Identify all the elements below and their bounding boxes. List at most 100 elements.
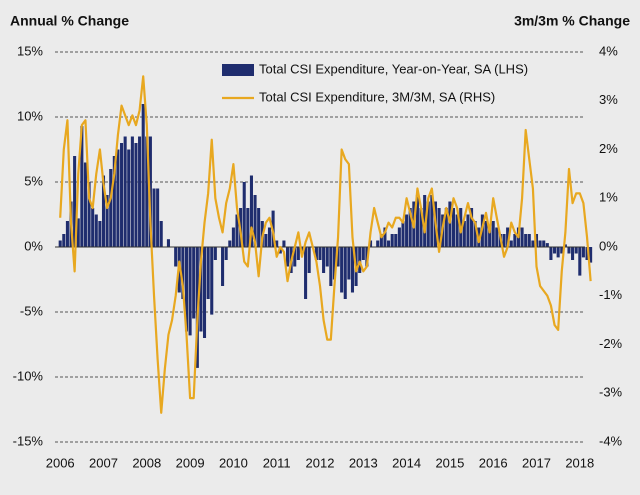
- bar: [513, 234, 517, 247]
- y2-tick-label: 0%: [599, 238, 618, 253]
- y-tick-label: -15%: [13, 433, 44, 448]
- bar: [506, 227, 510, 247]
- bar: [246, 208, 250, 247]
- bar: [455, 214, 459, 247]
- bar: [571, 247, 575, 260]
- bar: [325, 247, 329, 267]
- bar: [332, 247, 336, 280]
- bar: [138, 136, 142, 247]
- y2-tick-label: 4%: [599, 43, 618, 58]
- bar: [112, 156, 116, 247]
- bar: [574, 247, 578, 254]
- bar: [184, 247, 189, 332]
- bar: [556, 247, 560, 258]
- bar: [437, 208, 441, 247]
- bar: [130, 136, 134, 247]
- bar: [213, 247, 217, 260]
- x-tick-label: 2010: [219, 455, 248, 470]
- bar: [560, 247, 564, 254]
- bar: [145, 136, 149, 247]
- bar: [553, 247, 557, 254]
- bar: [123, 136, 127, 247]
- bar: [202, 247, 207, 338]
- y-tick-label: -5%: [20, 303, 44, 318]
- bar: [282, 240, 286, 247]
- bar: [423, 195, 427, 247]
- bar: [401, 221, 405, 247]
- bar: [376, 240, 380, 247]
- bar: [228, 240, 232, 247]
- y-axis-title: Annual % Change: [10, 13, 129, 29]
- bar: [58, 240, 62, 247]
- bar: [322, 247, 326, 273]
- y2-tick-label: -4%: [599, 433, 623, 448]
- x-tick-label: 2013: [349, 455, 378, 470]
- bar: [293, 247, 297, 267]
- bar: [221, 247, 225, 286]
- bar: [83, 162, 87, 247]
- bar: [116, 149, 120, 247]
- bar: [329, 247, 333, 286]
- bar: [278, 247, 282, 254]
- bar: [581, 247, 585, 258]
- bar: [491, 221, 495, 247]
- bar: [109, 169, 113, 247]
- y2-tick-label: -2%: [599, 336, 623, 351]
- bar: [361, 247, 365, 260]
- x-tick-label: 2014: [392, 455, 421, 470]
- bar: [408, 208, 412, 247]
- bar: [383, 227, 387, 247]
- bar: [120, 143, 124, 247]
- bar: [307, 247, 311, 273]
- bar: [105, 195, 109, 247]
- bar: [448, 201, 452, 247]
- legend-label: Total CSI Expenditure, Year-on-Year, SA …: [259, 61, 528, 76]
- bar: [235, 214, 239, 247]
- x-tick-label: 2018: [565, 455, 594, 470]
- bar: [73, 156, 77, 247]
- bar: [343, 247, 347, 299]
- bar: [87, 182, 91, 247]
- bar: [397, 227, 401, 247]
- y-tick-label: 10%: [17, 108, 43, 123]
- x-tick-label: 2012: [306, 455, 335, 470]
- bar: [451, 208, 456, 247]
- bar: [495, 227, 499, 247]
- bar: [199, 247, 203, 332]
- bar: [527, 234, 531, 247]
- bar: [264, 234, 268, 247]
- bar: [347, 247, 351, 280]
- line: [59, 75, 592, 414]
- bar: [368, 240, 373, 247]
- bar: [534, 234, 539, 247]
- bar: [394, 234, 398, 247]
- x-tick-label: 2016: [479, 455, 508, 470]
- y2-tick-label: -1%: [599, 287, 623, 302]
- bar: [549, 247, 553, 260]
- bar: [156, 188, 160, 247]
- bar: [210, 247, 214, 315]
- bar: [502, 234, 506, 247]
- bar: [285, 247, 290, 267]
- bar: [387, 240, 391, 247]
- bar: [488, 227, 492, 247]
- bar: [466, 214, 470, 247]
- y2-tick-label: 1%: [599, 190, 618, 205]
- bar: [415, 195, 419, 247]
- bar: [94, 214, 98, 247]
- bar: [358, 247, 362, 273]
- y2-tick-label: 2%: [599, 141, 618, 156]
- bar: [336, 247, 340, 267]
- bar: [567, 247, 571, 254]
- bar: [563, 244, 567, 247]
- y-tick-label: 0%: [24, 238, 43, 253]
- bar: [430, 195, 434, 247]
- bar: [296, 247, 300, 260]
- x-tick-label: 2006: [46, 455, 75, 470]
- bar: [76, 218, 80, 247]
- bar: [152, 188, 156, 247]
- bar: [231, 227, 235, 247]
- bar: [148, 136, 152, 247]
- x-tick-label: 2008: [132, 455, 161, 470]
